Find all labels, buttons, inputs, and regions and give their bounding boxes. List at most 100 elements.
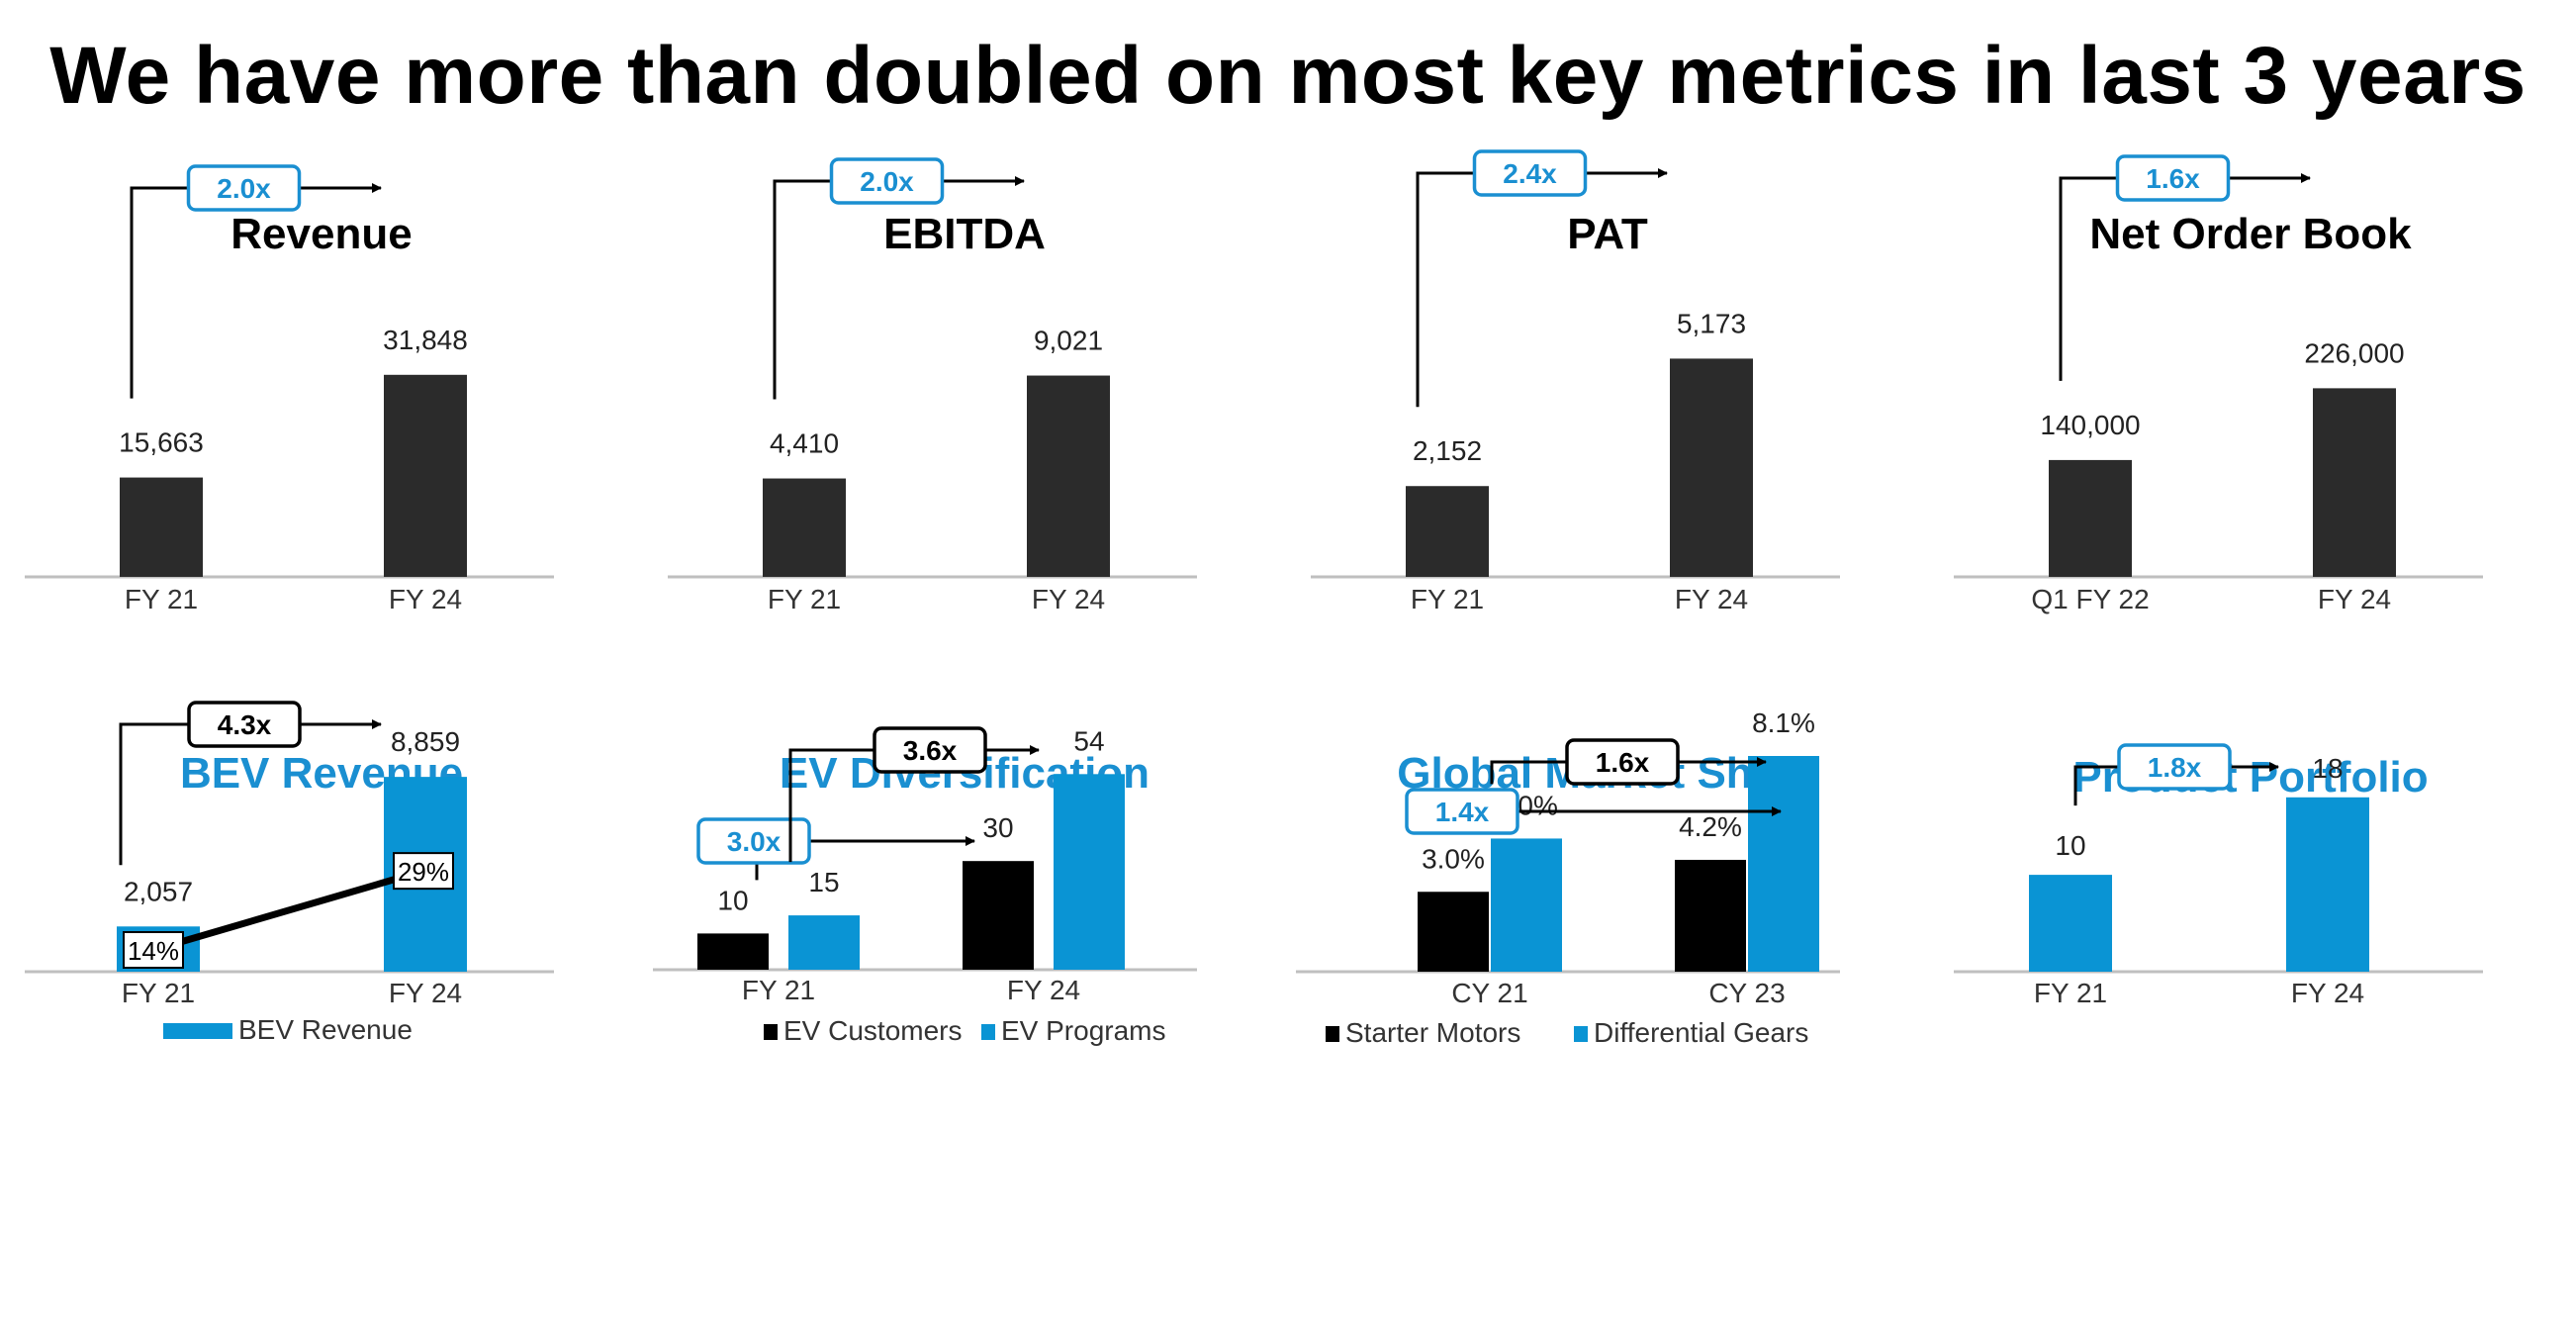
growth-arrow bbox=[1416, 168, 1668, 408]
data-label: 31,848 bbox=[383, 325, 468, 355]
category-label: FY 21 bbox=[1411, 584, 1484, 614]
growth-multiplier-label: 1.6x bbox=[1596, 747, 1650, 778]
growth-multiplier-label: 3.0x bbox=[727, 826, 782, 857]
page-title: We have more than doubled on most key me… bbox=[49, 31, 2527, 121]
growth-multiplier-label: 4.3x bbox=[218, 709, 272, 740]
bar bbox=[1670, 358, 1753, 577]
growth-multiplier-box bbox=[873, 726, 987, 774]
bar bbox=[1054, 774, 1125, 970]
legend-label: EV Programs bbox=[1001, 1015, 1166, 1046]
chart-global-market-share: Global Market Share 3.0%5.0%CY 214.2%8.1… bbox=[1286, 707, 1929, 1320]
category-label: FY 24 bbox=[1032, 584, 1105, 614]
chart-svg: 4,410 FY 21 9,021 FY 24 2.0x bbox=[668, 157, 1197, 614]
growth-multiplier-label: 1.6x bbox=[2146, 163, 2200, 194]
growth-multiplier-box bbox=[1405, 788, 1519, 835]
growth-multiplier-label: 3.6x bbox=[903, 735, 958, 766]
legend-label: BEV Revenue bbox=[238, 1014, 413, 1045]
legend-swatch bbox=[1326, 1026, 1339, 1042]
chart-ebitda: EBITDA 4,410 FY 21 9,021 FY 24 2.0x bbox=[643, 157, 1286, 712]
growth-multiplier-box bbox=[1565, 738, 1680, 786]
data-label: 30 bbox=[982, 812, 1013, 843]
bar bbox=[1027, 375, 1110, 577]
category-label: FY 21 bbox=[768, 584, 841, 614]
legend-label: Starter Motors bbox=[1345, 1017, 1520, 1048]
growth-multiplier-box bbox=[696, 817, 811, 865]
category-label: FY 24 bbox=[2291, 978, 2364, 1008]
data-label: 9,021 bbox=[1034, 326, 1103, 356]
data-label: 18 bbox=[2312, 753, 2343, 784]
growth-multiplier-box bbox=[1472, 149, 1588, 197]
bar bbox=[1675, 859, 1746, 972]
growth-multiplier-box bbox=[2117, 743, 2232, 791]
growth-arrow bbox=[130, 183, 382, 399]
share-label: 14% bbox=[128, 936, 179, 966]
chart-product-portfolio: Product Portfolio 10 FY 21 18 FY 24 1.8x bbox=[1929, 737, 2572, 1320]
legend-swatch bbox=[981, 1024, 995, 1040]
category-label: CY 21 bbox=[1451, 978, 1527, 1008]
category-label: FY 24 bbox=[2318, 584, 2391, 614]
category-label: FY 21 bbox=[122, 978, 195, 1008]
bar bbox=[384, 374, 467, 577]
bar bbox=[2029, 875, 2112, 972]
data-label: 8,859 bbox=[391, 726, 460, 757]
bar bbox=[2049, 459, 2132, 577]
category-label: FY 21 bbox=[2034, 978, 2107, 1008]
category-label: FY 24 bbox=[1007, 975, 1080, 1005]
share-label-box bbox=[123, 931, 184, 969]
category-label: FY 24 bbox=[1675, 584, 1748, 614]
data-label: 4.2% bbox=[1679, 811, 1742, 842]
bar bbox=[1406, 486, 1489, 577]
legend-label: Differential Gears bbox=[1594, 1017, 1808, 1048]
bar bbox=[697, 933, 769, 970]
growth-multiplier-box bbox=[2115, 154, 2231, 202]
growth-multiplier-label: 2.0x bbox=[217, 173, 271, 204]
data-label: 15 bbox=[808, 867, 839, 897]
chart-svg: 3.0%5.0%CY 214.2%8.1%CY 231.4x1.6xStarte… bbox=[1296, 707, 1840, 1048]
chart-svg: 2,057 FY 21 8,859 FY 24 4.3x 14% 29% BEV Revenu… bbox=[25, 701, 554, 1045]
bar bbox=[763, 478, 846, 577]
data-label: 4,410 bbox=[770, 428, 839, 459]
data-label: 3.0% bbox=[1422, 843, 1485, 874]
data-label: 226,000 bbox=[2304, 337, 2404, 368]
legend-swatch bbox=[1574, 1026, 1588, 1042]
data-label: 140,000 bbox=[2040, 410, 2140, 440]
data-label: 2,152 bbox=[1413, 435, 1482, 466]
data-label: 15,663 bbox=[119, 427, 204, 458]
chart-title: Net Order Book bbox=[2089, 210, 2412, 258]
legend-label: EV Customers bbox=[783, 1015, 963, 1046]
growth-multiplier-label: 1.4x bbox=[1435, 797, 1490, 827]
bar bbox=[1748, 756, 1819, 972]
chart-svg: 10 15 FY 21 30 54 FY 24 3.0x 3.6x EV Customers EV… bbox=[653, 725, 1197, 1046]
data-label: 2,057 bbox=[124, 876, 193, 906]
bar bbox=[963, 861, 1034, 970]
chart-svg: 140,000 Q1 FY 22 226,000 FY 24 1.6x bbox=[1954, 154, 2483, 614]
legend-swatch bbox=[163, 1023, 232, 1039]
share-line bbox=[152, 867, 424, 954]
data-label: 10 bbox=[2055, 830, 2085, 861]
category-label: FY 21 bbox=[125, 584, 198, 614]
chart-svg: 10 FY 21 18 FY 24 1.8x bbox=[1954, 743, 2483, 1008]
chart-order-book: Net Order Book 140,000 Q1 FY 22 226,000 FY … bbox=[1929, 154, 2572, 712]
chart-svg: 15,663 FY 21 31,848 FY 24 2.0x bbox=[25, 164, 554, 614]
growth-multiplier-label: 2.4x bbox=[1503, 158, 1557, 189]
category-label: FY 24 bbox=[389, 584, 462, 614]
chart-title: PAT bbox=[1567, 210, 1648, 258]
bar bbox=[2286, 797, 2369, 972]
chart-svg: 2,152 FY 21 5,173 FY 24 2.4x bbox=[1311, 149, 1840, 614]
category-label: FY 24 bbox=[389, 978, 462, 1008]
chart-ev-diversification: EV Diversification 10 15 FY 21 30 54 FY 24 3.0… bbox=[643, 725, 1286, 1320]
chart-bev-revenue: BEV Revenue 2,057 FY 21 8,859 FY 24 4.3x 14% 2… bbox=[0, 701, 643, 1320]
growth-multiplier-box bbox=[829, 157, 945, 205]
chart-revenue: Revenue 15,663 FY 21 31,848 FY 24 2.0x bbox=[0, 164, 643, 712]
data-label: 8.1% bbox=[1752, 707, 1815, 738]
chart-title: Revenue bbox=[230, 210, 413, 258]
growth-multiplier-box bbox=[186, 164, 302, 212]
chart-pat: PAT 2,152 FY 21 5,173 FY 24 2.4x bbox=[1286, 149, 1929, 712]
category-label: Q1 FY 22 bbox=[2031, 584, 2149, 614]
category-label: FY 21 bbox=[742, 975, 815, 1005]
data-label: 10 bbox=[717, 885, 748, 915]
bar bbox=[2313, 388, 2396, 577]
bar bbox=[788, 915, 860, 970]
share-label-box bbox=[393, 852, 454, 891]
data-label: 5,173 bbox=[1677, 308, 1746, 338]
